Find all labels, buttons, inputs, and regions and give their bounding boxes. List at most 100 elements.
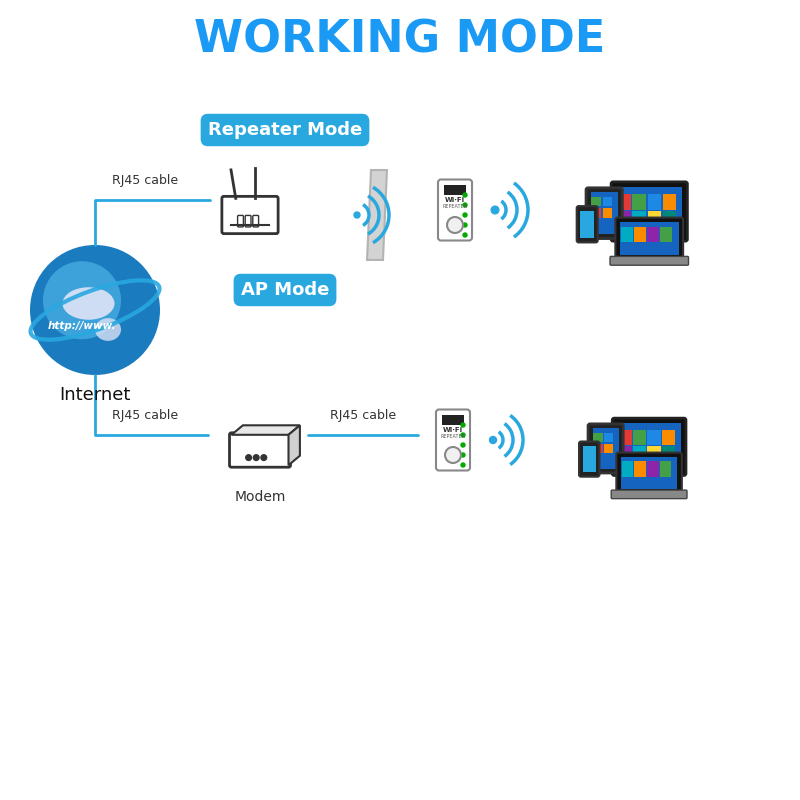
Circle shape xyxy=(490,437,497,443)
FancyBboxPatch shape xyxy=(602,208,612,218)
FancyBboxPatch shape xyxy=(633,446,646,462)
Circle shape xyxy=(461,423,465,427)
FancyBboxPatch shape xyxy=(604,433,614,442)
FancyBboxPatch shape xyxy=(660,462,671,477)
Circle shape xyxy=(463,233,467,237)
Text: REPEATER: REPEATER xyxy=(442,205,467,210)
FancyBboxPatch shape xyxy=(594,433,602,442)
Circle shape xyxy=(445,447,461,463)
Circle shape xyxy=(261,454,266,461)
Text: Wi⋅Fi: Wi⋅Fi xyxy=(445,197,465,203)
FancyBboxPatch shape xyxy=(591,208,601,218)
FancyBboxPatch shape xyxy=(590,192,618,234)
FancyBboxPatch shape xyxy=(662,446,675,462)
FancyBboxPatch shape xyxy=(245,215,251,227)
FancyBboxPatch shape xyxy=(630,481,668,486)
FancyBboxPatch shape xyxy=(618,194,631,210)
Polygon shape xyxy=(367,170,387,260)
Circle shape xyxy=(461,443,465,447)
Text: REPEATER: REPEATER xyxy=(441,434,466,439)
Circle shape xyxy=(463,213,467,217)
FancyBboxPatch shape xyxy=(586,188,622,238)
FancyBboxPatch shape xyxy=(602,197,612,206)
FancyBboxPatch shape xyxy=(222,196,278,234)
Text: http://www.: http://www. xyxy=(48,322,116,331)
FancyBboxPatch shape xyxy=(579,442,599,477)
FancyBboxPatch shape xyxy=(591,197,601,206)
Text: AP Mode: AP Mode xyxy=(241,281,329,299)
Circle shape xyxy=(461,453,465,457)
FancyBboxPatch shape xyxy=(582,446,596,472)
FancyBboxPatch shape xyxy=(622,462,634,477)
Text: Modem: Modem xyxy=(234,490,286,504)
FancyBboxPatch shape xyxy=(588,424,623,473)
Polygon shape xyxy=(231,426,300,435)
Polygon shape xyxy=(637,474,662,483)
FancyBboxPatch shape xyxy=(621,226,633,242)
Circle shape xyxy=(30,245,160,375)
FancyBboxPatch shape xyxy=(633,430,646,445)
FancyBboxPatch shape xyxy=(647,211,662,227)
FancyBboxPatch shape xyxy=(662,430,675,445)
Text: RJ45 cable: RJ45 cable xyxy=(112,174,178,187)
FancyBboxPatch shape xyxy=(633,194,646,210)
Circle shape xyxy=(254,454,259,461)
FancyBboxPatch shape xyxy=(253,215,258,227)
Text: WORKING MODE: WORKING MODE xyxy=(194,18,606,62)
Text: RJ45 cable: RJ45 cable xyxy=(112,409,178,422)
FancyBboxPatch shape xyxy=(230,433,290,467)
Circle shape xyxy=(354,212,360,218)
FancyBboxPatch shape xyxy=(581,210,594,238)
FancyBboxPatch shape xyxy=(618,446,632,462)
Circle shape xyxy=(246,454,251,461)
FancyBboxPatch shape xyxy=(611,182,687,241)
FancyBboxPatch shape xyxy=(611,490,687,498)
FancyBboxPatch shape xyxy=(612,418,686,475)
Text: Wi⋅Fi: Wi⋅Fi xyxy=(443,427,463,433)
FancyBboxPatch shape xyxy=(647,226,659,242)
Circle shape xyxy=(463,203,467,207)
FancyBboxPatch shape xyxy=(647,430,661,445)
Circle shape xyxy=(461,463,465,467)
FancyBboxPatch shape xyxy=(621,457,678,489)
FancyBboxPatch shape xyxy=(610,256,689,265)
FancyBboxPatch shape xyxy=(618,211,631,227)
Circle shape xyxy=(463,223,467,227)
FancyBboxPatch shape xyxy=(647,462,659,477)
FancyBboxPatch shape xyxy=(444,185,466,194)
FancyBboxPatch shape xyxy=(633,211,646,227)
Text: Internet: Internet xyxy=(59,386,130,404)
FancyBboxPatch shape xyxy=(660,226,673,242)
Text: RJ45 cable: RJ45 cable xyxy=(330,409,396,422)
FancyBboxPatch shape xyxy=(593,428,618,469)
FancyBboxPatch shape xyxy=(604,443,614,453)
FancyBboxPatch shape xyxy=(634,462,646,477)
FancyBboxPatch shape xyxy=(594,443,602,453)
Circle shape xyxy=(461,433,465,437)
Circle shape xyxy=(43,262,121,339)
FancyBboxPatch shape xyxy=(615,218,683,260)
FancyBboxPatch shape xyxy=(441,182,469,193)
FancyBboxPatch shape xyxy=(634,226,646,242)
FancyBboxPatch shape xyxy=(618,430,632,445)
Circle shape xyxy=(447,217,463,233)
FancyBboxPatch shape xyxy=(436,410,470,470)
FancyBboxPatch shape xyxy=(662,194,676,210)
Ellipse shape xyxy=(62,287,114,320)
Ellipse shape xyxy=(95,318,121,341)
Circle shape xyxy=(491,206,499,214)
FancyBboxPatch shape xyxy=(630,246,669,252)
FancyBboxPatch shape xyxy=(662,211,676,227)
FancyBboxPatch shape xyxy=(238,215,243,227)
Text: Repeater Mode: Repeater Mode xyxy=(208,121,362,139)
FancyBboxPatch shape xyxy=(647,446,661,462)
FancyBboxPatch shape xyxy=(620,222,678,255)
FancyBboxPatch shape xyxy=(439,413,467,422)
Circle shape xyxy=(463,193,467,197)
FancyBboxPatch shape xyxy=(617,187,682,236)
FancyBboxPatch shape xyxy=(438,179,472,241)
Polygon shape xyxy=(289,426,300,465)
FancyBboxPatch shape xyxy=(577,206,598,242)
FancyBboxPatch shape xyxy=(647,194,662,210)
FancyBboxPatch shape xyxy=(616,453,682,494)
